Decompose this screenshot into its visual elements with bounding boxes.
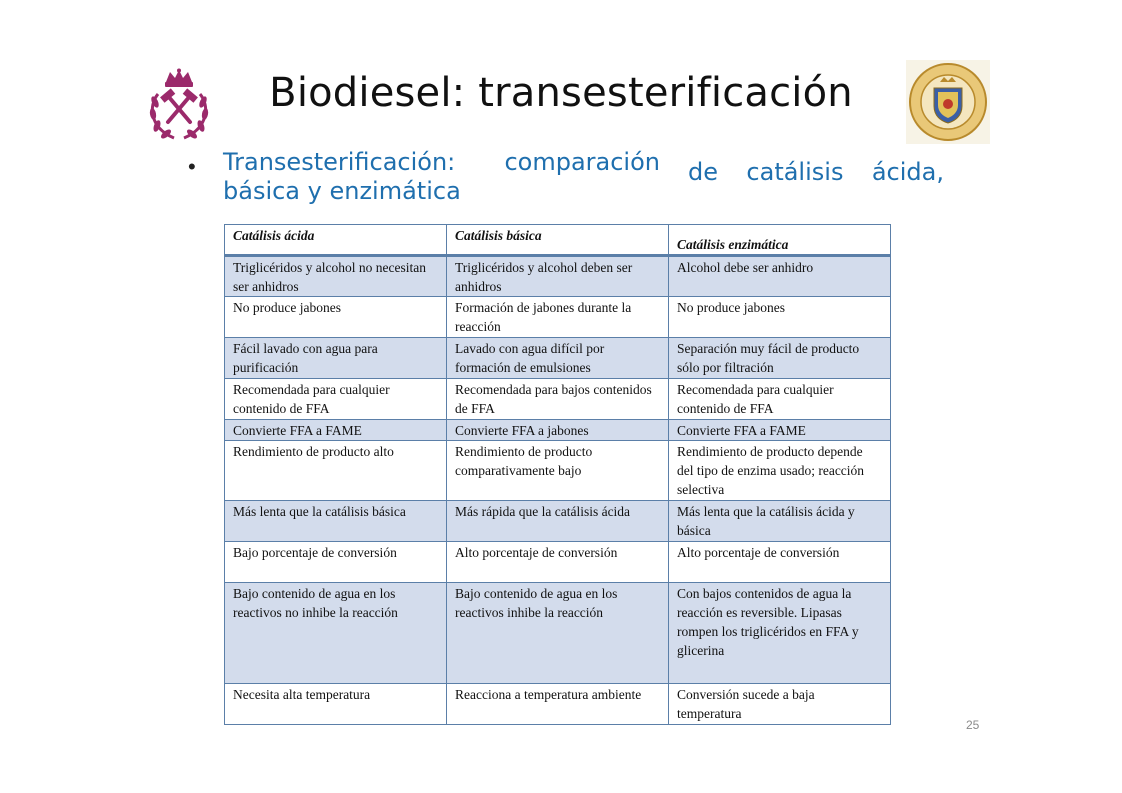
table-cell: Triglicéridos y alcohol deben ser anhidr… xyxy=(446,255,669,297)
bullet-text-line2: básica y enzimática xyxy=(223,177,461,205)
table-cell: Más lenta que la catálisis ácida y básic… xyxy=(668,500,891,542)
table-row: Fácil lavado con agua para purificación … xyxy=(224,337,891,379)
table-cell: Formación de jabones durante la reacción xyxy=(446,296,669,338)
table-row: Bajo porcentaje de conversión Alto porce… xyxy=(224,541,891,583)
table-cell: Con bajos contenidos de agua la reacción… xyxy=(668,582,891,684)
table-cell: Necesita alta temperatura xyxy=(224,683,447,725)
table-row: Triglicéridos y alcohol no necesitan ser… xyxy=(224,255,891,297)
table-cell: Reacciona a temperatura ambiente xyxy=(446,683,669,725)
table-cell: No produce jabones xyxy=(668,296,891,338)
table-cell: Recomendada para cualquier contenido de … xyxy=(668,378,891,420)
table-cell: Bajo contenido de agua en los reactivos … xyxy=(446,582,669,684)
table-cell: Convierte FFA a FAME xyxy=(668,419,891,441)
table-cell: Separación muy fácil de producto sólo po… xyxy=(668,337,891,379)
table-row: Rendimiento de producto alto Rendimiento… xyxy=(224,440,891,501)
table-cell: No produce jabones xyxy=(224,296,447,338)
table-cell: Conversión sucede a baja temperatura xyxy=(668,683,891,725)
table-cell: Alto porcentaje de conversión xyxy=(668,541,891,583)
table-cell: Alcohol debe ser anhidro xyxy=(668,255,891,297)
table-cell: Lavado con agua difícil por formación de… xyxy=(446,337,669,379)
bullet-text-line1: Transesterificación: comparación xyxy=(223,148,660,176)
table-cell: Bajo porcentaje de conversión xyxy=(224,541,447,583)
table-cell: Convierte FFA a jabones xyxy=(446,419,669,441)
table-row: Más lenta que la catálisis básica Más rá… xyxy=(224,500,891,542)
table-row: Bajo contenido de agua en los reactivos … xyxy=(224,582,891,684)
slide-title: Biodiesel: transesterificación xyxy=(269,70,853,116)
table-cell: Fácil lavado con agua para purificación xyxy=(224,337,447,379)
table-row: Convierte FFA a FAME Convierte FFA a jab… xyxy=(224,419,891,441)
table-cell: Convierte FFA a FAME xyxy=(224,419,447,441)
header-basic-catalysis: Catálisis básica xyxy=(446,224,669,257)
table-row: Necesita alta temperatura Reacciona a te… xyxy=(224,683,891,725)
header-acid-catalysis: Catálisis ácida xyxy=(224,224,447,257)
table-row: No produce jabones Formación de jabones … xyxy=(224,296,891,338)
table-header-row: Catálisis ácida Catálisis básica Catális… xyxy=(224,224,891,257)
table-cell: Rendimiento de producto comparativamente… xyxy=(446,440,669,501)
table-cell: Rendimiento de producto alto xyxy=(224,440,447,501)
header-enzymatic-catalysis: Catálisis enzimática xyxy=(668,224,891,257)
bullet-text-line1-continuation: de catálisis ácida, xyxy=(688,158,944,186)
table-cell: Más lenta que la catálisis básica xyxy=(224,500,447,542)
page-number: 25 xyxy=(966,718,980,732)
bullet-marker: • xyxy=(188,154,196,179)
university-seal-logo xyxy=(906,60,990,144)
table-row: Recomendada para cualquier contenido de … xyxy=(224,378,891,420)
comparison-table: Catálisis ácida Catálisis básica Catális… xyxy=(224,224,891,725)
table-cell: Triglicéridos y alcohol no necesitan ser… xyxy=(224,255,447,297)
table-cell: Recomendada para bajos contenidos de FFA xyxy=(446,378,669,420)
table-cell: Bajo contenido de agua en los reactivos … xyxy=(224,582,447,684)
table-cell: Alto porcentaje de conversión xyxy=(446,541,669,583)
school-crest-logo xyxy=(149,68,209,140)
table-cell: Más rápida que la catálisis ácida xyxy=(446,500,669,542)
table-cell: Rendimiento de producto depende del tipo… xyxy=(668,440,891,501)
table-cell: Recomendada para cualquier contenido de … xyxy=(224,378,447,420)
